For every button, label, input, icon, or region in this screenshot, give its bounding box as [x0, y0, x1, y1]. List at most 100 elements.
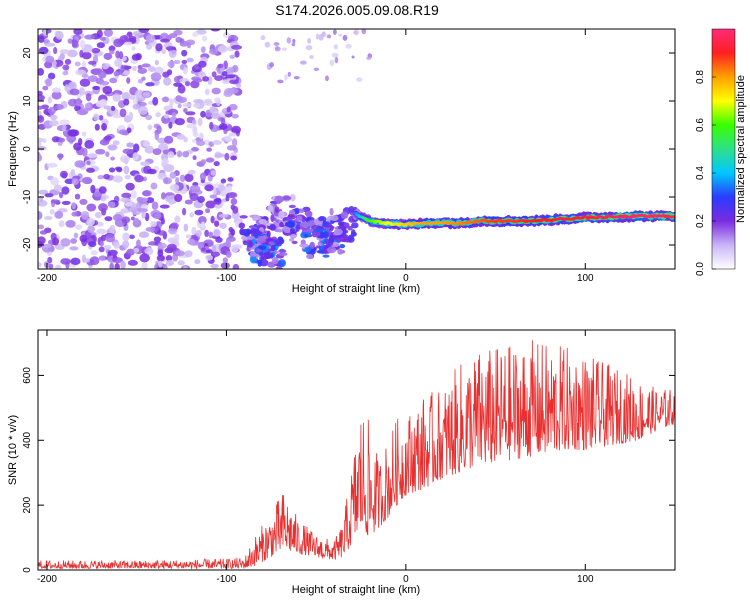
heatmap-cell — [108, 45, 116, 52]
heatmap-cell — [185, 111, 196, 116]
x-tick-label: 0 — [403, 574, 409, 585]
heatmap-cell — [257, 235, 268, 241]
heatmap-cell — [169, 184, 180, 192]
heatmap-cell — [225, 74, 236, 79]
heatmap-cell — [210, 29, 221, 32]
heatmap-cell — [38, 110, 42, 116]
heatmap-cell — [205, 254, 213, 261]
heatmap-cell — [151, 201, 159, 210]
heatmap-cell — [196, 140, 206, 146]
heatmap-cell — [339, 244, 346, 249]
heatmap-cell — [204, 229, 210, 238]
heatmap-cell — [161, 49, 166, 55]
heatmap-cell — [181, 49, 188, 57]
heatmap-cell — [133, 143, 140, 153]
heatmap-cell — [228, 227, 234, 233]
heatmap-cell — [90, 250, 98, 256]
heatmap-cell — [137, 67, 148, 74]
heatmap-cell — [70, 257, 81, 266]
heatmap-cell — [50, 177, 59, 186]
heatmap-cell — [79, 234, 88, 243]
heatmap-cell — [217, 184, 226, 192]
heatmap-cell — [81, 131, 87, 137]
heatmap-cell — [263, 252, 273, 260]
heatmap-cell — [186, 57, 194, 63]
heatmap-cell — [313, 67, 319, 72]
snr-series-line — [38, 340, 675, 570]
heatmap-cell — [100, 196, 106, 202]
heatmap-cell — [89, 256, 100, 266]
heatmap-cell — [86, 217, 95, 226]
heatmap-cell — [38, 141, 42, 147]
heatmap-cell — [309, 241, 316, 250]
heatmap-cell — [129, 94, 136, 100]
heatmap-cell — [60, 238, 71, 247]
heatmap-cell — [124, 174, 131, 180]
heatmap-cell — [120, 260, 126, 269]
heatmap-cell — [171, 112, 177, 118]
heatmap-cell — [184, 173, 194, 182]
heatmap-cell — [120, 64, 125, 74]
heatmap-cell — [145, 114, 152, 121]
heatmap-cell — [123, 41, 133, 46]
heatmap-cell — [154, 59, 159, 66]
heatmap-cell — [126, 127, 132, 134]
heatmap-cell — [59, 119, 70, 126]
heatmap-cell — [226, 106, 231, 113]
snr-xlabel: Height of straight line (km) — [292, 584, 420, 596]
x-tick-label: 100 — [577, 574, 594, 585]
heatmap-cell — [218, 213, 229, 218]
heatmap-cell — [64, 178, 75, 185]
heatmap-cell — [163, 77, 172, 86]
heatmap-cell — [103, 52, 113, 60]
heatmap-cell — [160, 38, 170, 43]
heatmap-cell — [200, 159, 207, 165]
heatmap-cell — [181, 59, 188, 65]
heatmap-cell — [144, 145, 155, 154]
heatmap-cell — [126, 142, 134, 148]
heatmap-cell — [138, 29, 150, 34]
spectrogram-xlabel: Height of straight line (km) — [292, 283, 420, 295]
heatmap-cell — [325, 75, 329, 82]
heatmap-cell — [67, 98, 79, 107]
heatmap-cell — [293, 75, 300, 80]
heatmap-cell — [81, 254, 87, 263]
heatmap-cell — [145, 226, 156, 232]
heatmap-cell — [80, 211, 90, 220]
y-tick-label: -20 — [22, 237, 33, 252]
heatmap-cell — [137, 208, 148, 213]
heatmap-cell — [299, 221, 310, 228]
heatmap-cell — [227, 192, 238, 199]
heatmap-cell — [199, 132, 204, 140]
heatmap-cell — [67, 38, 73, 44]
heatmap-cell — [267, 204, 274, 213]
heatmap-cell — [211, 71, 217, 78]
heatmap-cell — [348, 205, 355, 213]
heatmap-cell — [51, 87, 62, 93]
heatmap-cell — [122, 232, 130, 242]
heatmap-cell — [204, 184, 214, 192]
heatmap-cell — [288, 204, 296, 209]
heatmap-cell — [45, 42, 56, 47]
heatmap-cell — [202, 76, 210, 82]
heatmap-cells — [38, 29, 675, 269]
heatmap-cell — [122, 148, 134, 155]
heatmap-cell — [225, 250, 232, 258]
heatmap-cell — [74, 105, 81, 112]
heatmap-cell — [169, 98, 174, 107]
heatmap-cell — [38, 189, 49, 195]
heatmap-cell — [133, 217, 140, 225]
heatmap-cell — [322, 231, 329, 239]
heatmap-cell — [85, 93, 92, 102]
heatmap-cell — [110, 156, 116, 161]
heatmap-cell — [197, 196, 205, 203]
heatmap-cell — [288, 238, 295, 242]
heatmap-cell — [88, 60, 97, 65]
y-tick-label: 0 — [22, 567, 33, 573]
heatmap-cell — [278, 252, 288, 257]
heatmap-cell — [296, 215, 303, 223]
heatmap-cell — [255, 248, 262, 253]
heatmap-cell — [86, 153, 98, 158]
